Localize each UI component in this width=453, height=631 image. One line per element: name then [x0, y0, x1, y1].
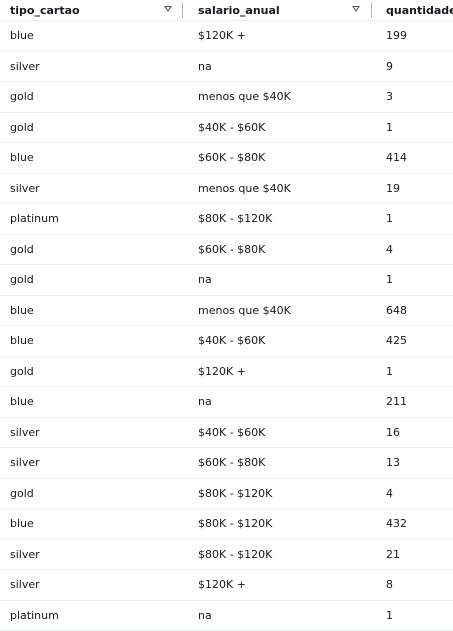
- table-row: silver na 9: [0, 52, 453, 83]
- cell-quantidade: 1: [372, 609, 453, 622]
- cell-tipo-cartao: silver: [0, 182, 183, 195]
- cell-salario-anual: $60K - $80K: [183, 151, 372, 164]
- cell-quantidade: 1: [372, 365, 453, 378]
- column-header-label: quantidade: [386, 4, 453, 17]
- cell-tipo-cartao: gold: [0, 243, 183, 256]
- cell-salario-anual: $80K - $120K: [183, 517, 372, 530]
- table-row: silver $120K + 8: [0, 570, 453, 601]
- cell-salario-anual: $80K - $120K: [183, 212, 372, 225]
- cell-quantidade: 432: [372, 517, 453, 530]
- table-row: blue $40K - $60K 425: [0, 326, 453, 357]
- cell-quantidade: 1: [372, 212, 453, 225]
- cell-tipo-cartao: blue: [0, 304, 183, 317]
- cell-salario-anual: $120K +: [183, 29, 372, 42]
- table-row: gold $40K - $60K 1: [0, 113, 453, 144]
- cell-quantidade: 199: [372, 29, 453, 42]
- cell-quantidade: 21: [372, 548, 453, 561]
- column-header-label: tipo_cartao: [10, 4, 80, 17]
- cell-salario-anual: na: [183, 395, 372, 408]
- cell-tipo-cartao: blue: [0, 29, 183, 42]
- cell-salario-anual: na: [183, 60, 372, 73]
- cell-salario-anual: $40K - $60K: [183, 121, 372, 134]
- cell-tipo-cartao: platinum: [0, 212, 183, 225]
- table-row: gold $60K - $80K 4: [0, 235, 453, 266]
- column-header-tipo-cartao[interactable]: tipo_cartao: [0, 0, 183, 21]
- table-header: tipo_cartao salario_anual quantidade: [0, 0, 453, 21]
- cell-tipo-cartao: gold: [0, 273, 183, 286]
- cell-tipo-cartao: blue: [0, 334, 183, 347]
- cell-tipo-cartao: silver: [0, 426, 183, 439]
- cell-tipo-cartao: gold: [0, 90, 183, 103]
- cell-tipo-cartao: gold: [0, 487, 183, 500]
- cell-tipo-cartao: blue: [0, 517, 183, 530]
- cell-quantidade: 4: [372, 243, 453, 256]
- table-row: gold na 1: [0, 265, 453, 296]
- sort-down-icon[interactable]: [164, 6, 172, 12]
- cell-salario-anual: $60K - $80K: [183, 456, 372, 469]
- cell-salario-anual: na: [183, 609, 372, 622]
- cell-tipo-cartao: silver: [0, 578, 183, 591]
- cell-salario-anual: $120K +: [183, 578, 372, 591]
- table-row: blue $80K - $120K 432: [0, 509, 453, 540]
- cell-salario-anual: $80K - $120K: [183, 487, 372, 500]
- cell-tipo-cartao: silver: [0, 456, 183, 469]
- cell-tipo-cartao: blue: [0, 151, 183, 164]
- table-row: blue $60K - $80K 414: [0, 143, 453, 174]
- cell-salario-anual: menos que $40K: [183, 182, 372, 195]
- cell-salario-anual: $40K - $60K: [183, 426, 372, 439]
- cell-tipo-cartao: platinum: [0, 609, 183, 622]
- cell-tipo-cartao: blue: [0, 395, 183, 408]
- cell-tipo-cartao: gold: [0, 121, 183, 134]
- table-row: gold $120K + 1: [0, 357, 453, 388]
- cell-salario-anual: na: [183, 273, 372, 286]
- cell-tipo-cartao: gold: [0, 365, 183, 378]
- cell-salario-anual: menos que $40K: [183, 304, 372, 317]
- cell-salario-anual: $40K - $60K: [183, 334, 372, 347]
- column-header-quantidade[interactable]: quantidade: [372, 0, 453, 21]
- table-row: silver $40K - $60K 16: [0, 418, 453, 449]
- table-row: gold $80K - $120K 4: [0, 479, 453, 510]
- cell-quantidade: 4: [372, 487, 453, 500]
- cell-quantidade: 425: [372, 334, 453, 347]
- cell-quantidade: 19: [372, 182, 453, 195]
- cell-quantidade: 1: [372, 273, 453, 286]
- cell-tipo-cartao: silver: [0, 548, 183, 561]
- cell-quantidade: 13: [372, 456, 453, 469]
- column-header-salario-anual[interactable]: salario_anual: [183, 0, 372, 21]
- column-header-label: salario_anual: [198, 4, 280, 17]
- table-row: blue na 211: [0, 387, 453, 418]
- table-row: blue $120K + 199: [0, 21, 453, 52]
- cell-quantidade: 16: [372, 426, 453, 439]
- cell-quantidade: 648: [372, 304, 453, 317]
- cell-quantidade: 9: [372, 60, 453, 73]
- table-row: platinum $80K - $120K 1: [0, 204, 453, 235]
- cell-salario-anual: $80K - $120K: [183, 548, 372, 561]
- cell-quantidade: 1: [372, 121, 453, 134]
- table-body: blue $120K + 199 silver na 9 gold menos …: [0, 21, 453, 631]
- cell-quantidade: 3: [372, 90, 453, 103]
- sort-down-icon[interactable]: [352, 6, 360, 12]
- table-row: silver $80K - $120K 21: [0, 540, 453, 571]
- table-row: blue menos que $40K 648: [0, 296, 453, 327]
- cell-quantidade: 211: [372, 395, 453, 408]
- cell-salario-anual: menos que $40K: [183, 90, 372, 103]
- table-row: gold menos que $40K 3: [0, 82, 453, 113]
- cell-salario-anual: $60K - $80K: [183, 243, 372, 256]
- cell-tipo-cartao: silver: [0, 60, 183, 73]
- table-row: platinum na 1: [0, 601, 453, 631]
- cell-quantidade: 414: [372, 151, 453, 164]
- table-row: silver $60K - $80K 13: [0, 448, 453, 479]
- table-row: silver menos que $40K 19: [0, 174, 453, 205]
- cell-quantidade: 8: [372, 578, 453, 591]
- cell-salario-anual: $120K +: [183, 365, 372, 378]
